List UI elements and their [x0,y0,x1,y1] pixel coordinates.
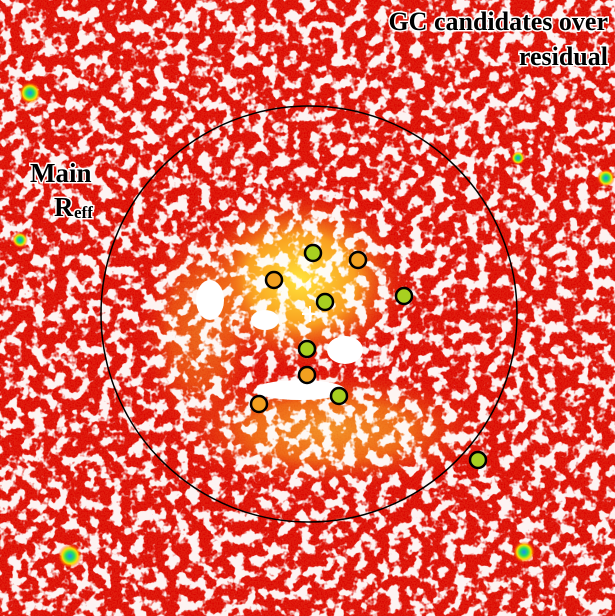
label-main: Main [30,158,92,188]
label-r: R [54,192,74,222]
title-line: GC candidates over [388,7,608,36]
label-sub: eff [74,203,93,222]
residual-image: GC candidates over residual Main R eff [0,0,615,616]
noise-speckle [0,0,615,616]
title-line: residual [519,42,608,71]
